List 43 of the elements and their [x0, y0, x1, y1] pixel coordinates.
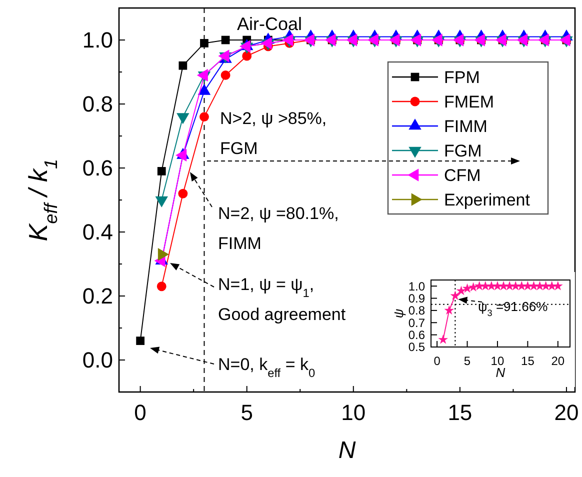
x-tick-label: 20 [554, 400, 579, 425]
point [456, 286, 466, 296]
point [444, 305, 454, 315]
y-tick-label: 0.7 [408, 316, 426, 330]
legend-label: FIMM [444, 116, 488, 136]
y-tick-label: 0.6 [408, 328, 426, 342]
legend-label: FGM [444, 141, 482, 160]
legend-label: CFM [444, 166, 481, 185]
x-tick-label: 10 [490, 354, 504, 368]
point [450, 290, 460, 300]
y-tick-label: 0.5 [408, 340, 426, 354]
point [438, 334, 448, 344]
legend-label: FPM [444, 68, 480, 87]
x-tick-label: 15 [521, 354, 535, 368]
x-axis-title: N [338, 437, 356, 464]
legend-label: FMEM [444, 92, 494, 112]
annotation: N=0, k$_{eff}$ = k$_{0}$ [218, 355, 316, 380]
x-tick-label: 20 [551, 354, 565, 368]
y-tick-label: 0.8 [408, 304, 426, 318]
x-tick-label: 0 [134, 400, 146, 425]
annotation: ψ$_{3}$ =91.66% [478, 299, 548, 318]
y-tick-label: 0.8 [82, 92, 113, 117]
chart-title: Air-Coal [237, 14, 302, 34]
x-tick-label: 5 [464, 354, 471, 368]
y-tick-label: 0.0 [82, 348, 113, 373]
x-tick-label: 10 [341, 400, 366, 425]
annotation: N=1, ψ = ψ$_{1}$, Good agreement [218, 275, 346, 324]
y-tick-label: 1.0 [82, 28, 113, 53]
point [462, 283, 472, 293]
x-tick-label: 0 [434, 354, 441, 368]
y-tick-label: 0.6 [82, 156, 113, 181]
x-tick-label: 5 [240, 400, 253, 425]
point [468, 282, 478, 292]
y-axis-title: ψ [391, 308, 406, 318]
x-axis-title: N [496, 365, 506, 380]
y-tick-label: 0.4 [82, 220, 113, 245]
legend-label: Experiment [444, 190, 530, 210]
x-tick-label: 15 [448, 400, 472, 425]
annotation: N>2, ψ >85%, FGM [220, 109, 327, 158]
annotation: N=2, ψ =80.1%, FIMM [218, 204, 339, 253]
y-tick-label: 0.2 [82, 284, 113, 309]
y-tick-label: 1.0 [408, 279, 426, 294]
y-tick-label: 0.9 [408, 291, 426, 306]
